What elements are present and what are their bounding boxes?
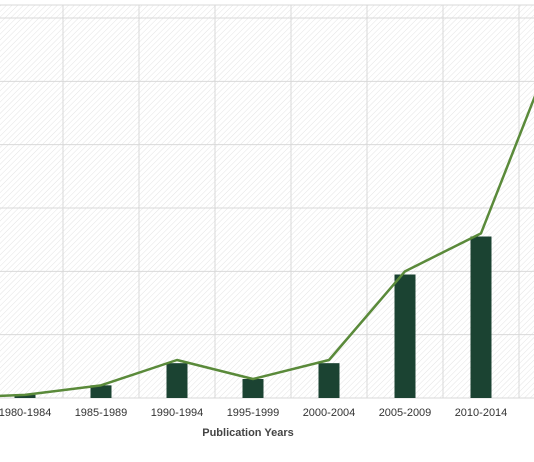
x-tick-label: 2010-2014 [455, 407, 508, 419]
line-series [0, 95, 534, 398]
bar-series [14, 236, 492, 398]
x-tick-label: 1990-1994 [151, 407, 204, 419]
x-axis-title: Publication Years [202, 427, 294, 439]
x-tick-label: 1985-1989 [75, 407, 128, 419]
bar [14, 394, 36, 398]
gridlines [0, 4, 534, 399]
bar [318, 363, 340, 398]
bar [90, 385, 112, 398]
x-tick-label: 2000-2004 [303, 407, 356, 419]
bar [394, 274, 416, 398]
plot-background [0, 5, 534, 398]
x-tick-labels: 1980-1984 1985-1989 1990-1994 1995-1999 2000… [0, 407, 508, 419]
x-tick-label: 2005-2009 [379, 407, 432, 419]
bar [470, 236, 492, 398]
x-tick-label: 1980-1984 [0, 407, 51, 419]
x-tick-label: 1995-1999 [227, 407, 280, 419]
bar [166, 363, 188, 398]
bar [242, 379, 264, 398]
